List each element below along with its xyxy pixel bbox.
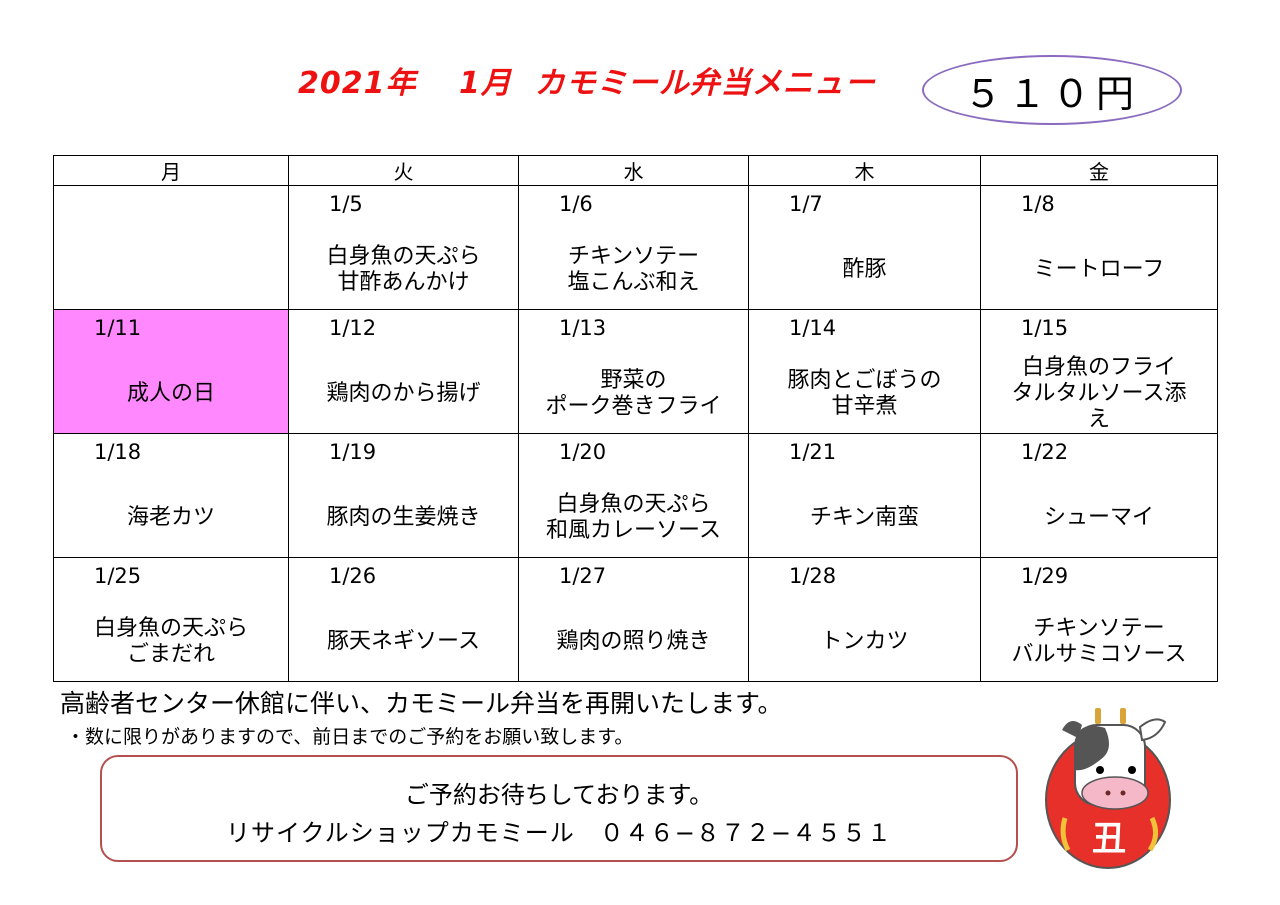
day-cell: 1/5 白身魚の天ぷら 甘酢あんかけ xyxy=(288,185,519,310)
cell-menu xyxy=(54,240,288,309)
cell-date: 1/15 xyxy=(1021,316,1069,340)
weekday-header: 火 xyxy=(288,155,519,186)
cell-menu: 豚天ネギソース xyxy=(327,628,480,654)
cell-menu: 白身魚のフライ タルタルソース添 え xyxy=(1011,354,1187,432)
cell-date: 1/26 xyxy=(329,564,377,588)
day-cell: 1/8 ミートローフ xyxy=(980,185,1218,310)
week-row: 1/11 成人の日 1/12 鶏肉のから揚げ 1/13 野菜の ポーク巻きフライ 1/14 豚… xyxy=(53,309,1218,434)
cell-date: 1/11 xyxy=(94,316,142,340)
cell-menu: ミートローフ xyxy=(1033,256,1165,282)
reservation-note: ・数に限りがありますので、前日までのご予約をお願い致します。 xyxy=(66,726,634,748)
cell-date: 1/7 xyxy=(789,192,823,216)
weekday-header: 月 xyxy=(53,155,289,186)
cell-menu: 豚肉とごぼうの 甘辛煮 xyxy=(787,367,942,419)
cell-menu: シューマイ xyxy=(1043,504,1154,530)
cell-date: 1/22 xyxy=(1021,440,1069,464)
menu-calendar: 月火水木金 1/5 白身魚の天ぷら 甘酢あんかけ 1/6 チキンソテー 塩こんぶ和え 1… xyxy=(53,155,1218,682)
cell-menu: 野菜の ポーク巻きフライ xyxy=(545,367,722,419)
day-cell: 1/7 酢豚 xyxy=(748,185,981,310)
cell-menu: 成人の日 xyxy=(126,380,215,406)
day-cell: 1/22 シューマイ xyxy=(980,433,1218,558)
day-cell: 1/27 鶏肉の照り焼き xyxy=(518,557,749,682)
cell-menu: チキンソテー 塩こんぶ和え xyxy=(567,243,700,295)
day-cell: 1/13 野菜の ポーク巻きフライ xyxy=(518,309,749,434)
cell-date: 1/5 xyxy=(329,192,363,216)
day-cell: 1/21 チキン南蛮 xyxy=(748,433,981,558)
day-cell: 1/14 豚肉とごぼうの 甘辛煮 xyxy=(748,309,981,434)
cell-date: 1/8 xyxy=(1021,192,1055,216)
cell-date: 1/6 xyxy=(559,192,593,216)
notice-text: 高齢者センター休館に伴い、カモミール弁当を再開いたします。 xyxy=(60,689,783,718)
day-cell: 1/19 豚肉の生姜焼き xyxy=(288,433,519,558)
cell-date: 1/12 xyxy=(329,316,377,340)
cell-date: 1/18 xyxy=(94,440,142,464)
cell-menu: 白身魚の天ぷら ごまだれ xyxy=(93,615,248,667)
contact-box: ご予約お待ちしております。 リサイクルショップカモミール ０４６−８７２−４５５… xyxy=(100,755,1018,862)
cell-date: 1/14 xyxy=(789,316,837,340)
day-cell: 1/11 成人の日 xyxy=(53,309,289,434)
page-title: 2021年 1月 カモミール弁当メニュー xyxy=(298,66,876,101)
weekday-header: 金 xyxy=(980,155,1218,186)
day-cell xyxy=(53,185,289,310)
day-cell: 1/28 トンカツ xyxy=(748,557,981,682)
cow-daruma-icon: 丑 xyxy=(1045,708,1171,869)
day-cell: 1/6 チキンソテー 塩こんぶ和え xyxy=(518,185,749,310)
cell-date: 1/28 xyxy=(789,564,837,588)
cell-date: 1/27 xyxy=(559,564,607,588)
day-cell: 1/26 豚天ネギソース xyxy=(288,557,519,682)
week-row: 1/18 海老カツ 1/19 豚肉の生姜焼き 1/20 白身魚の天ぷら 和風カレーソース 1… xyxy=(53,433,1218,558)
cell-menu: 鶏肉のから揚げ xyxy=(326,380,481,406)
cell-menu: 白身魚の天ぷら 和風カレーソース xyxy=(546,491,721,543)
day-cell: 1/12 鶏肉のから揚げ xyxy=(288,309,519,434)
cell-date: 1/19 xyxy=(329,440,377,464)
day-cell: 1/15 白身魚のフライ タルタルソース添 え xyxy=(980,309,1218,434)
daruma-kanji: 丑 xyxy=(1092,819,1126,859)
cell-menu: 海老カツ xyxy=(126,504,215,530)
cell-menu: 鶏肉の照り焼き xyxy=(556,628,711,654)
cell-menu: 酢豚 xyxy=(842,256,887,282)
week-row: 1/5 白身魚の天ぷら 甘酢あんかけ 1/6 チキンソテー 塩こんぶ和え 1/7 酢豚 1/… xyxy=(53,185,1218,310)
day-cell: 1/18 海老カツ xyxy=(53,433,289,558)
cell-date: 1/21 xyxy=(789,440,837,464)
price-badge: ５１０円 xyxy=(922,55,1182,125)
day-cell: 1/29 チキンソテー バルサミコソース xyxy=(980,557,1218,682)
contact-phone: リサイクルショップカモミール ０４６−８７２−４５５１ xyxy=(225,819,893,847)
cell-date: 1/13 xyxy=(559,316,607,340)
weekday-header: 水 xyxy=(518,155,749,186)
cell-date: 1/20 xyxy=(559,440,607,464)
cell-menu: チキンソテー バルサミコソース xyxy=(1011,615,1187,667)
cell-menu: 豚肉の生姜焼き xyxy=(326,504,481,530)
cell-date: 1/25 xyxy=(94,564,142,588)
contact-message: ご予約お待ちしております。 xyxy=(404,781,714,809)
cell-menu: トンカツ xyxy=(820,628,909,654)
day-cell: 1/25 白身魚の天ぷら ごまだれ xyxy=(53,557,289,682)
cell-date: 1/29 xyxy=(1021,564,1069,588)
cell-menu: 白身魚の天ぷら 甘酢あんかけ xyxy=(326,243,481,295)
week-row: 1/25 白身魚の天ぷら ごまだれ 1/26 豚天ネギソース 1/27 鶏肉の照り焼き 1/… xyxy=(53,557,1218,682)
day-cell: 1/20 白身魚の天ぷら 和風カレーソース xyxy=(518,433,749,558)
cell-menu: チキン南蛮 xyxy=(809,504,920,530)
weekday-header: 木 xyxy=(748,155,981,186)
